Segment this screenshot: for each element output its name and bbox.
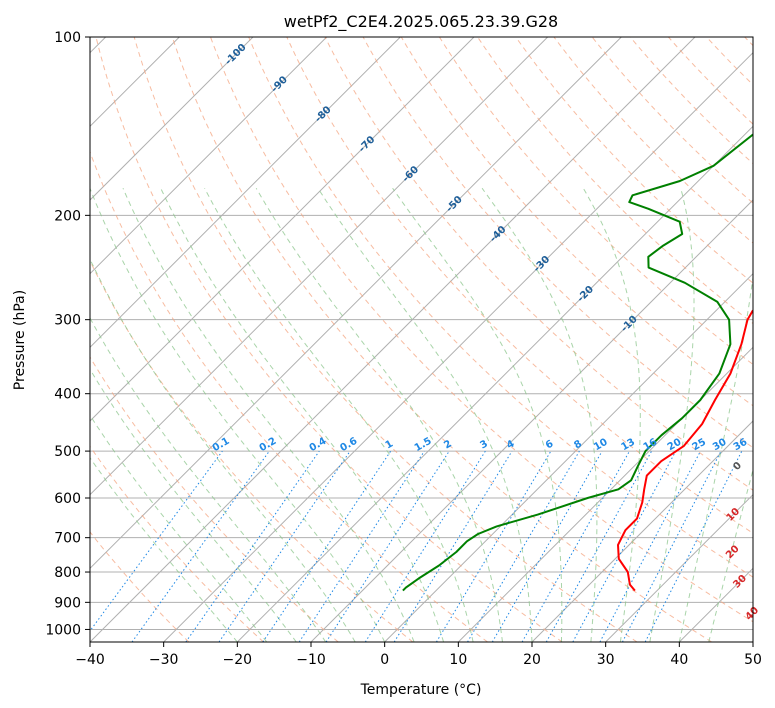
y-tick-label: 100 [54,30,81,46]
x-tick-label: 10 [449,652,467,668]
mixing-ratio-line [491,450,603,642]
moist-adiabat [160,187,445,642]
x-axis: −40 −30 −20 −10 0 10 20 30 40 50 [75,642,762,668]
y-tick-label: 400 [54,387,81,403]
y-tick-label: 200 [54,208,81,224]
moist-adiabat [582,187,641,642]
dry-adiabat [90,356,339,642]
dry-adiabat [95,37,563,642]
x-tick-label: −10 [296,652,326,668]
x-axis-label: Temperature (°C) [360,682,482,698]
isotherm [90,37,696,642]
dry-adiabat [90,531,190,642]
x-tick-label: 40 [670,652,688,668]
x-tick-label: −30 [149,652,179,668]
y-tick-label: 900 [54,595,81,611]
mixing-ratio-label: 2 [442,438,454,451]
mixing-ratio-line [185,450,320,642]
dry-adiabat [90,259,414,642]
isotherm [90,37,328,275]
isotherm [90,37,401,349]
dry-adiabat [286,37,753,534]
x-tick-label: −40 [75,652,105,668]
x-tick-label: 20 [523,652,541,668]
y-tick-label: 600 [54,491,81,507]
x-tick-label: 50 [744,652,762,668]
dry-adiabat [324,37,753,491]
mixing-ratio-line [218,450,351,642]
y-axis: 100 200 300 400 500 600 700 800 900 1000 [45,30,90,638]
dry-adiabat [133,37,638,642]
mixing-ratio-label: 1 [384,438,396,451]
moist-adiabat [90,368,297,642]
mixing-ratio-line [364,450,486,642]
series-layer [402,133,753,592]
moist-adiabat [90,257,356,642]
y-tick-label: 500 [54,444,81,460]
x-tick-label: 30 [597,652,615,668]
mixing-ratio-label: 4 [505,438,517,451]
mixing-ratio-line [521,450,630,642]
temperature-line [617,309,753,592]
mixing-ratio-line [393,450,513,642]
isotherm [90,37,549,496]
moist-adiabat [255,187,503,642]
mixing-ratio-label: 3 [478,438,490,451]
isotherm [90,37,622,570]
y-tick-label: 700 [54,531,81,547]
dry-adiabat [210,37,753,623]
mixing-ratio-line [325,450,450,642]
mixing-ratio-line [467,450,580,642]
chart-title: wetPf2_C2E4.2025.065.23.39.G28 [284,12,558,32]
isotherm [384,272,753,642]
plot-area [90,37,753,642]
mixing-ratio-line [435,450,552,642]
dry-adiabat [248,37,753,578]
dewpoint-line [402,133,753,592]
moist-adiabat [481,187,598,642]
moist-adiabat [122,188,415,642]
isotherm [90,37,254,201]
moist-adiabat [204,187,474,642]
y-axis-label: Pressure (hPa) [12,290,28,390]
dry-adiabat [400,37,753,407]
isotherm [605,493,753,642]
moist-adiabat [317,187,533,642]
x-tick-label: −20 [223,652,253,668]
isotherm [90,37,475,422]
mixing-ratio-line [545,450,653,642]
moist-adiabat [90,317,327,642]
isotherm [163,51,753,642]
mixing-ratio-line [572,450,677,642]
y-tick-label: 800 [54,565,81,581]
x-tick-label: 0 [380,652,389,668]
y-tick-label: 300 [54,313,81,329]
y-tick-label: 1000 [45,622,81,638]
mixing-ratio-label: 6 [544,438,556,451]
plot-frame [89,36,754,643]
isotherm [236,125,753,642]
background-lines [90,37,753,642]
moist-adiabat [392,187,563,642]
mixing-ratio-label: 8 [572,438,584,451]
dry-adiabat [438,37,753,365]
dry-adiabat [362,37,753,449]
moist-adiabat [90,188,386,642]
